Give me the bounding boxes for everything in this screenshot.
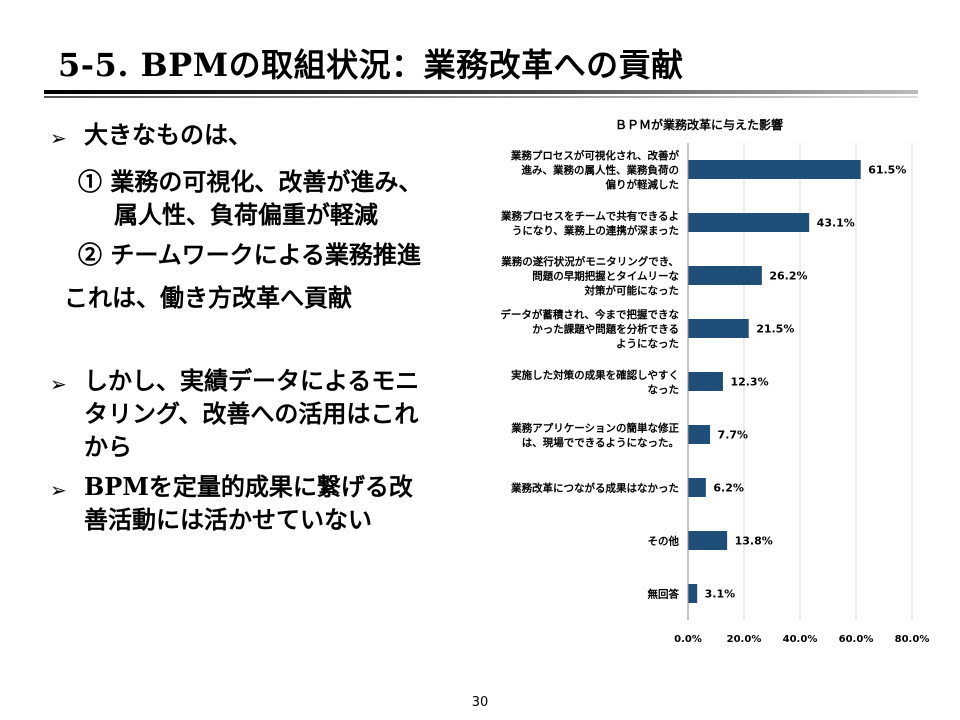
data-label: 21.5%	[756, 323, 794, 336]
x-tick-label: 0.0%	[674, 634, 702, 645]
page-number: 30	[471, 695, 489, 710]
category-label: 無回答	[648, 588, 680, 601]
chart-title: ＢＰＭが業務改革に与えた影響	[615, 117, 783, 132]
category-label: 業務アプリケーションの簡単な修正は、現場でできるようになった。	[510, 421, 679, 449]
item-2: ② チームワークによる業務推進	[78, 240, 421, 269]
bullet-3-line-1: BPMを定量的成果に繋げる改	[84, 472, 413, 501]
bullet-2-line-3: から	[84, 432, 132, 461]
bullet-arrow-icon: ➢	[50, 126, 67, 150]
bar	[688, 266, 762, 285]
data-label: 12.3%	[730, 376, 768, 389]
bar	[688, 531, 728, 550]
data-label: 61.5%	[868, 164, 906, 177]
summary-line: これは、働き方改革へ貢献	[64, 283, 352, 312]
category-label: 業務プロセスをチームで共有できるようになり、業務上の連携が深まった	[500, 209, 679, 237]
item-1-line-1: ① 業務の可視化、改善が進み、	[78, 167, 423, 196]
x-tick-label: 80.0%	[895, 634, 930, 645]
category-label: その他	[648, 535, 680, 548]
bar	[688, 478, 706, 497]
x-tick-label: 60.0%	[839, 634, 874, 645]
category-label: 実施した対策の成果を確認しやすくなった	[511, 368, 679, 396]
bullet-2-line-2: タリング、改善への活用はこれ	[84, 399, 419, 428]
slide-title: 5-5. BPMの取組状況：業務改革への貢献	[58, 46, 684, 84]
bullet-main-heading: 大きなものは、	[84, 120, 252, 149]
data-label: 26.2%	[769, 270, 807, 283]
bar	[688, 213, 810, 232]
item-1-line-2: 属人性、負荷偏重が軽減	[114, 200, 378, 229]
bar	[688, 372, 723, 391]
data-label: 3.1%	[705, 588, 736, 601]
title-underline-thin	[44, 96, 918, 98]
category-label: 業務の遂行状況がモニタリングでき、問題の早期把握とタイムリーな対策が可能になった	[500, 255, 679, 297]
bullet-arrow-icon: ➢	[50, 478, 67, 502]
x-tick-label: 40.0%	[783, 634, 818, 645]
category-label: 業務改革につながる成果はなかった	[510, 482, 679, 495]
bar	[688, 160, 861, 179]
data-label: 7.7%	[718, 429, 749, 442]
data-label: 6.2%	[713, 482, 744, 495]
x-tick-label: 20.0%	[727, 634, 762, 645]
category-label: データが蓄積され、今まで把握できなかった課題や問題を分析できるようになった	[500, 308, 679, 350]
bar	[688, 584, 698, 603]
data-label: 43.1%	[817, 217, 855, 230]
bar	[688, 319, 749, 338]
bullet-2-line-1: しかし、実績データによるモニ	[84, 366, 420, 395]
bpm-impact-bar-chart: ＢＰＭが業務改革に与えた影響 61.5% 43.1% 26.2% 21.5% 12.3%…	[500, 117, 930, 645]
bar	[688, 425, 711, 444]
category-label: 業務プロセスが可視化され、改善が進み、業務の属人性、業務負荷の偏りが軽減した	[510, 149, 680, 191]
data-label: 13.8%	[735, 535, 773, 548]
bullet-3-line-2: 善活動には活かせていない	[84, 505, 372, 534]
title-underline	[44, 90, 918, 94]
bullet-arrow-icon: ➢	[50, 372, 67, 396]
